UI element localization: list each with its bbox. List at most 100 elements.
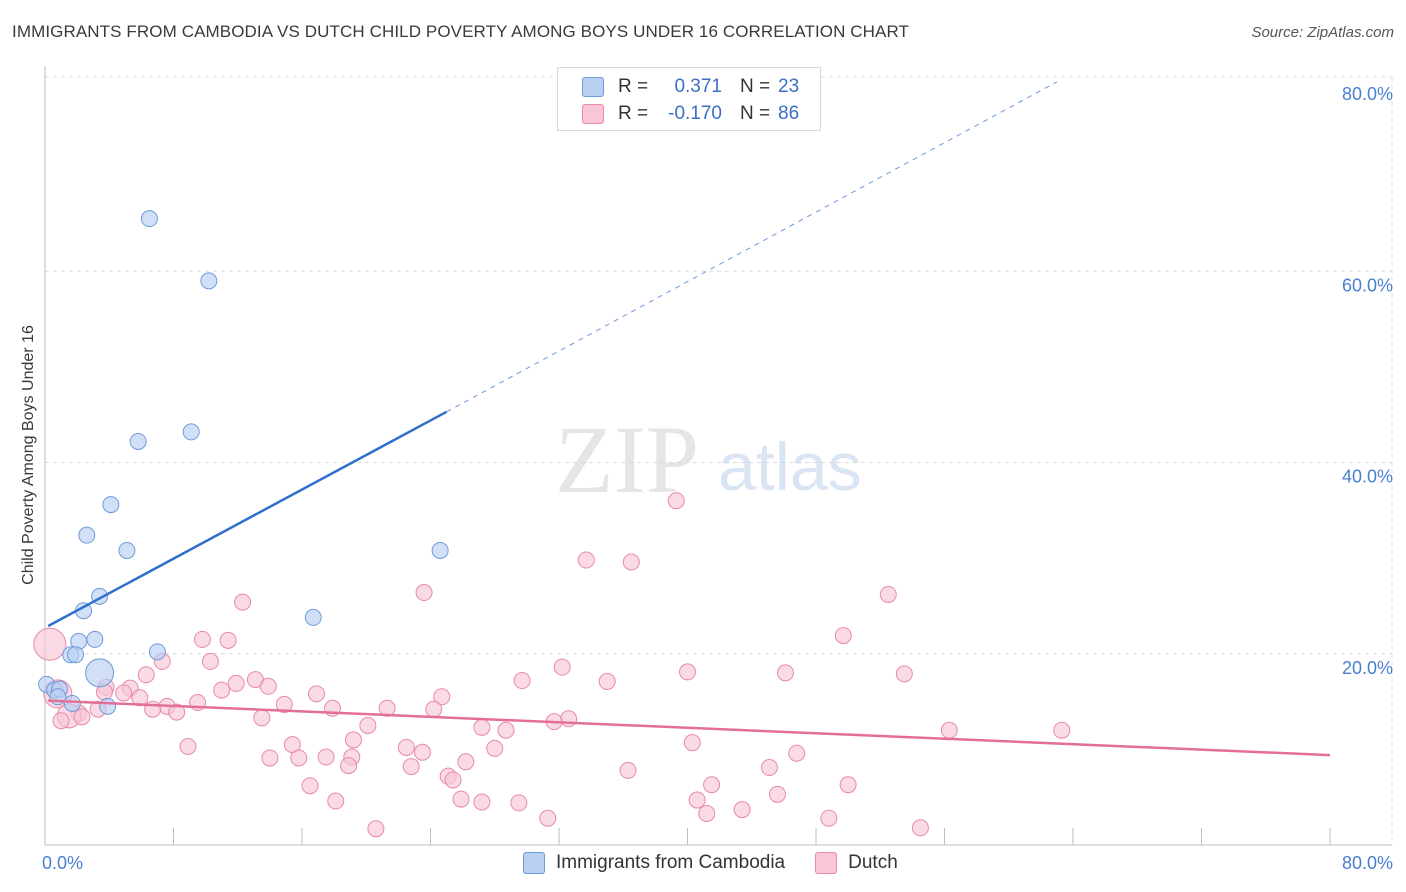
dutch-point	[415, 584, 433, 602]
dutch-point	[539, 809, 557, 827]
dutch-point	[367, 820, 385, 838]
dutch-point	[703, 776, 721, 794]
dutch-point	[895, 665, 913, 683]
dutch-point	[834, 627, 852, 645]
cambodia-point	[86, 630, 104, 648]
dutch-point	[667, 492, 685, 510]
source-credit: Source: ZipAtlas.com	[1251, 24, 1394, 41]
dutch-point	[413, 743, 431, 761]
dutch-trend-line	[48, 699, 1331, 757]
legend-n-value: 23	[778, 76, 800, 97]
dutch-point	[760, 759, 778, 777]
dutch-point	[733, 801, 751, 819]
cambodia-point	[67, 646, 85, 664]
dutch-point	[788, 744, 806, 762]
dutch-point	[497, 721, 515, 739]
bottom-legend-swatch-blue	[523, 852, 545, 874]
cambodia-point	[431, 541, 449, 559]
cambodia-point	[200, 272, 218, 290]
dutch-point	[227, 674, 245, 692]
dutch-point	[301, 777, 319, 795]
dutch-point	[457, 753, 475, 771]
legend-row-dutch: R = -0.170 N = 86	[582, 102, 799, 126]
cambodia-point	[118, 541, 136, 559]
dutch-point	[402, 758, 420, 776]
dutch-point	[486, 739, 504, 757]
legend-r-label: R =	[618, 103, 649, 124]
cambodia-point	[85, 658, 115, 688]
dutch-point	[201, 652, 219, 670]
dutch-point	[683, 734, 701, 752]
dutch-point	[344, 731, 362, 749]
dutch-point	[168, 703, 186, 721]
bottom-legend-label: Dutch	[848, 852, 898, 873]
dutch-points	[33, 492, 1071, 838]
legend-r-label: R =	[618, 76, 649, 97]
cambodia-point	[304, 608, 322, 626]
legend-n-label: N =	[740, 103, 771, 124]
dutch-point	[290, 749, 308, 767]
cambodia-points	[38, 210, 449, 715]
cambodia-point	[140, 210, 158, 228]
bottom-legend-dutch: Dutch	[815, 852, 898, 874]
watermark-atlas: atlas	[718, 429, 862, 505]
dutch-point	[179, 738, 197, 756]
legend-swatch-pink	[582, 104, 604, 124]
dutch-point	[619, 761, 637, 779]
cambodia-point	[148, 643, 166, 661]
cambodia-point	[78, 526, 96, 544]
x-tick-label: 0.0%	[42, 853, 83, 873]
dutch-point	[275, 695, 293, 713]
dutch-point	[598, 672, 616, 690]
dutch-point	[433, 688, 451, 706]
dutch-point	[397, 738, 415, 756]
axes	[44, 66, 1392, 846]
dutch-point	[425, 700, 443, 718]
bottom-legend-swatch-pink	[815, 852, 838, 874]
dutch-point	[259, 677, 277, 695]
dutch-point	[327, 792, 345, 810]
chart-title: IMMIGRANTS FROM CAMBODIA VS DUTCH CHILD …	[12, 22, 910, 41]
dutch-point	[679, 663, 696, 681]
dutch-point	[307, 685, 325, 703]
dutch-point	[234, 593, 252, 611]
legend-box: R = 0.371 N = 23 R = -0.170 N = 86	[557, 67, 821, 131]
bottom-legend-label: Immigrants from Cambodia	[556, 852, 786, 873]
dutch-point	[452, 790, 470, 808]
cambodia-trend-line	[47, 410, 448, 628]
dutch-point	[911, 819, 929, 837]
cambodia-point	[102, 496, 120, 514]
dutch-point	[768, 785, 786, 803]
legend-swatch-blue	[582, 77, 604, 97]
dutch-point	[473, 793, 491, 811]
dutch-point	[340, 757, 358, 775]
dutch-point	[317, 748, 335, 766]
dutch-point	[510, 794, 528, 812]
dutch-point	[253, 709, 271, 727]
dutch-point	[261, 749, 279, 767]
dutch-point	[513, 672, 531, 690]
trend-lines	[47, 81, 1331, 757]
dutch-point	[359, 716, 377, 734]
dutch-point	[219, 631, 237, 649]
cambodia-point	[129, 432, 147, 450]
dutch-point	[622, 553, 640, 571]
dutch-point	[473, 718, 491, 736]
cambodia-point	[63, 694, 81, 712]
cambodia-point	[99, 697, 117, 715]
bottom-legend: Immigrants from Cambodia Dutch	[523, 852, 928, 874]
dutch-point	[839, 776, 857, 794]
y-tick-label: 80.0%	[1342, 84, 1393, 104]
dutch-point	[553, 658, 571, 676]
legend-row-cambodia: R = 0.371 N = 23	[582, 75, 799, 99]
bottom-legend-cambodia: Immigrants from Cambodia	[523, 852, 785, 874]
dutch-point	[698, 804, 716, 822]
watermark: ZIP atlas	[555, 406, 862, 513]
dutch-point	[213, 681, 231, 699]
dutch-point	[115, 684, 133, 702]
dutch-point	[940, 721, 958, 739]
y-axis-label: Child Poverty Among Boys Under 16	[20, 325, 37, 585]
dutch-point	[137, 666, 155, 684]
dutch-point	[193, 630, 211, 648]
